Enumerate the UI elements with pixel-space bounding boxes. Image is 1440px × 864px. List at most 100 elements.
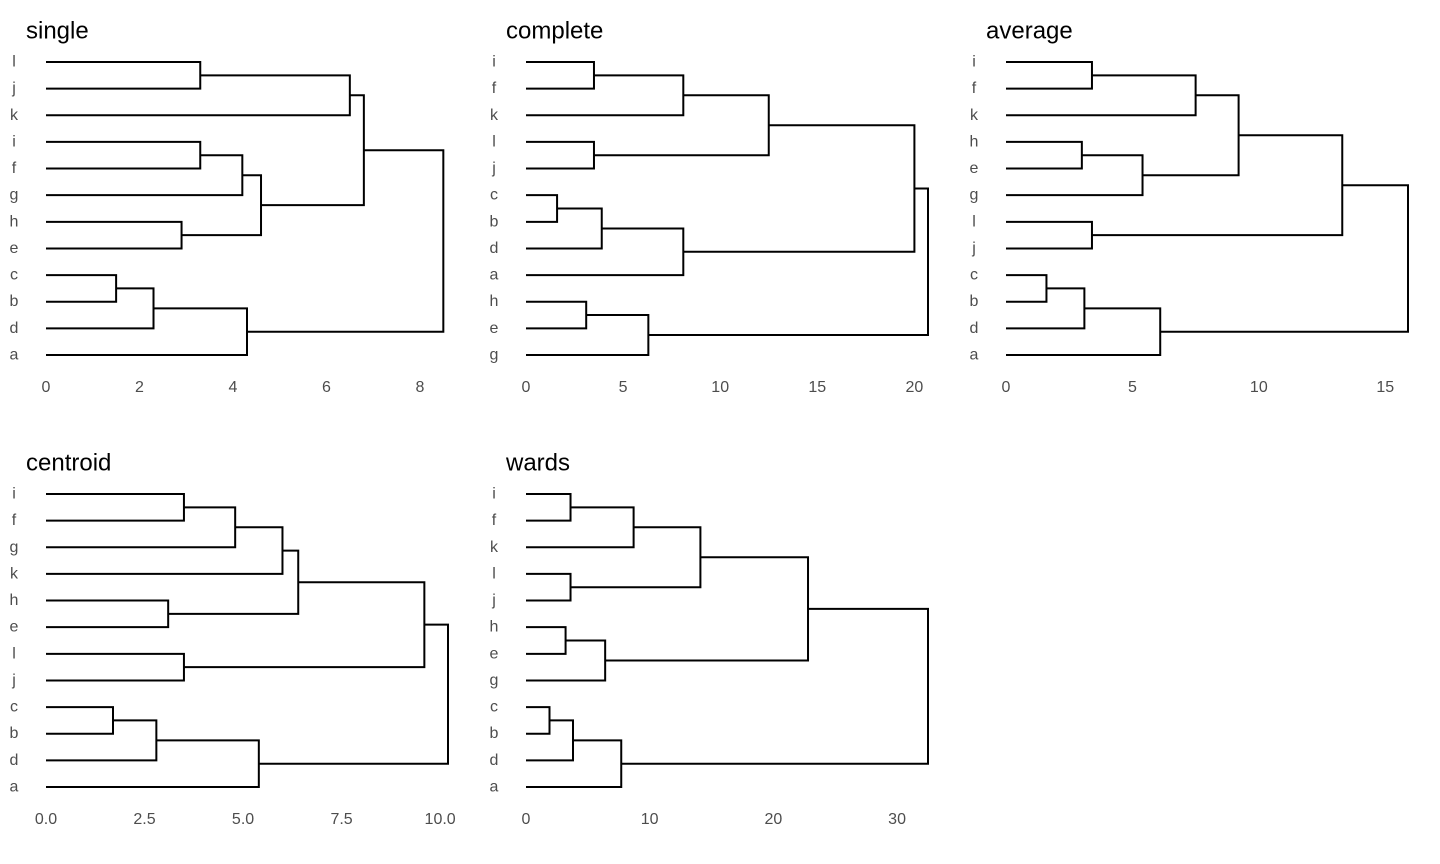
dendrogram-link: [46, 506, 237, 549]
leaf-label: h: [490, 619, 499, 636]
x-tick-label: 30: [888, 811, 906, 828]
leaf-label: b: [10, 725, 19, 742]
x-tick-label: 0: [522, 811, 531, 828]
leaf-label: i: [12, 486, 16, 503]
dendrogram-link: [181, 174, 263, 237]
leaf-label: g: [490, 347, 499, 364]
dendrogram-link: [526, 140, 595, 170]
x-tick-label: 2.5: [133, 811, 155, 828]
leaf-label: b: [490, 213, 499, 230]
dendrogram-link: [526, 74, 685, 117]
leaf-label: k: [970, 107, 979, 124]
dendrogram-link: [526, 572, 572, 602]
dendrogram-link: [46, 652, 185, 682]
dendrogram-link: [526, 719, 575, 762]
dendrogram-link: [526, 61, 595, 90]
x-tick-label: 15: [808, 379, 826, 396]
leaf-label: d: [490, 752, 499, 769]
leaf-label: i: [12, 133, 16, 150]
leaf-label: l: [12, 645, 16, 662]
leaf-label: l: [12, 54, 16, 71]
leaf-label: e: [10, 240, 19, 257]
dendrogram-link: [526, 639, 607, 682]
leaf-label: i: [492, 54, 496, 71]
dendrogram-link: [526, 227, 685, 277]
dendrogram-link: [526, 706, 551, 735]
leaf-label: c: [490, 187, 498, 204]
dendrogram-link: [621, 607, 929, 765]
x-tick-label: 4: [229, 379, 238, 396]
dendrogram-link: [183, 581, 426, 669]
leaf-label: h: [10, 213, 19, 230]
leaf-label: g: [10, 539, 19, 556]
leaf-label: d: [10, 752, 19, 769]
leaf-label: i: [972, 54, 976, 71]
leaf-label: j: [491, 160, 496, 177]
leaf-label: k: [490, 539, 499, 556]
x-tick-label: 0: [522, 379, 531, 396]
panel-title: centroid: [26, 450, 111, 477]
dendrogram-link: [46, 154, 244, 197]
leaf-label: b: [10, 293, 19, 310]
dendrogram-link: [1006, 61, 1093, 90]
dendrogram-link: [46, 526, 284, 575]
leaf-label: f: [12, 512, 17, 529]
leaf-label: c: [10, 699, 18, 716]
leaf-label: a: [490, 267, 499, 284]
dendrogram-link: [46, 140, 202, 170]
dendrogram-link: [593, 94, 770, 157]
leaf-label: b: [490, 725, 499, 742]
dendrogram-link: [46, 706, 114, 735]
dendrogram-link: [46, 220, 183, 250]
leaf-label: j: [971, 240, 976, 257]
dendrogram-link: [247, 149, 445, 333]
leaf-label: e: [490, 320, 499, 337]
x-tick-label: 8: [416, 379, 425, 396]
leaf-label: l: [492, 133, 496, 150]
dendrogram-link: [1006, 307, 1162, 356]
x-tick-label: 7.5: [330, 811, 352, 828]
dendrogram-link: [258, 623, 449, 765]
dendrogram-link: [605, 556, 810, 662]
dendrogram-link: [261, 94, 365, 207]
leaf-label: h: [490, 293, 499, 310]
leaf-label: k: [10, 107, 19, 124]
dendrogram-link: [648, 187, 929, 337]
dendrogram-link: [1006, 287, 1086, 330]
leaf-label: d: [490, 240, 499, 257]
leaf-label: h: [970, 133, 979, 150]
dendrogram-link: [46, 493, 185, 522]
dendrogram-link: [46, 74, 351, 117]
leaf-label: c: [490, 699, 498, 716]
x-tick-label: 0: [42, 379, 51, 396]
leaf-label: e: [490, 645, 499, 662]
x-tick-label: 2: [135, 379, 144, 396]
x-tick-label: 6: [322, 379, 331, 396]
x-tick-label: 15: [1376, 379, 1394, 396]
leaf-label: b: [970, 293, 979, 310]
x-tick-label: 0: [1002, 379, 1011, 396]
leaf-label: f: [12, 160, 17, 177]
x-tick-label: 10: [1250, 379, 1268, 396]
dendrogram-link: [1006, 154, 1144, 197]
dendrogram-link: [1006, 140, 1083, 170]
dendrogram-link: [46, 307, 248, 356]
leaf-label: d: [10, 320, 19, 337]
dendrogram-link: [526, 300, 588, 330]
x-tick-label: 0.0: [35, 811, 57, 828]
dendrogram-link: [526, 493, 572, 522]
dendrogram-link: [526, 194, 559, 223]
leaf-label: e: [970, 160, 979, 177]
x-tick-label: 20: [906, 379, 924, 396]
leaf-label: a: [490, 779, 499, 796]
dendrogram-link: [46, 274, 118, 303]
leaf-label: c: [970, 267, 978, 284]
dendrogram-link: [570, 526, 702, 589]
panel-title: average: [986, 18, 1073, 45]
dendrogram-link: [526, 506, 635, 549]
leaf-label: f: [972, 80, 977, 97]
